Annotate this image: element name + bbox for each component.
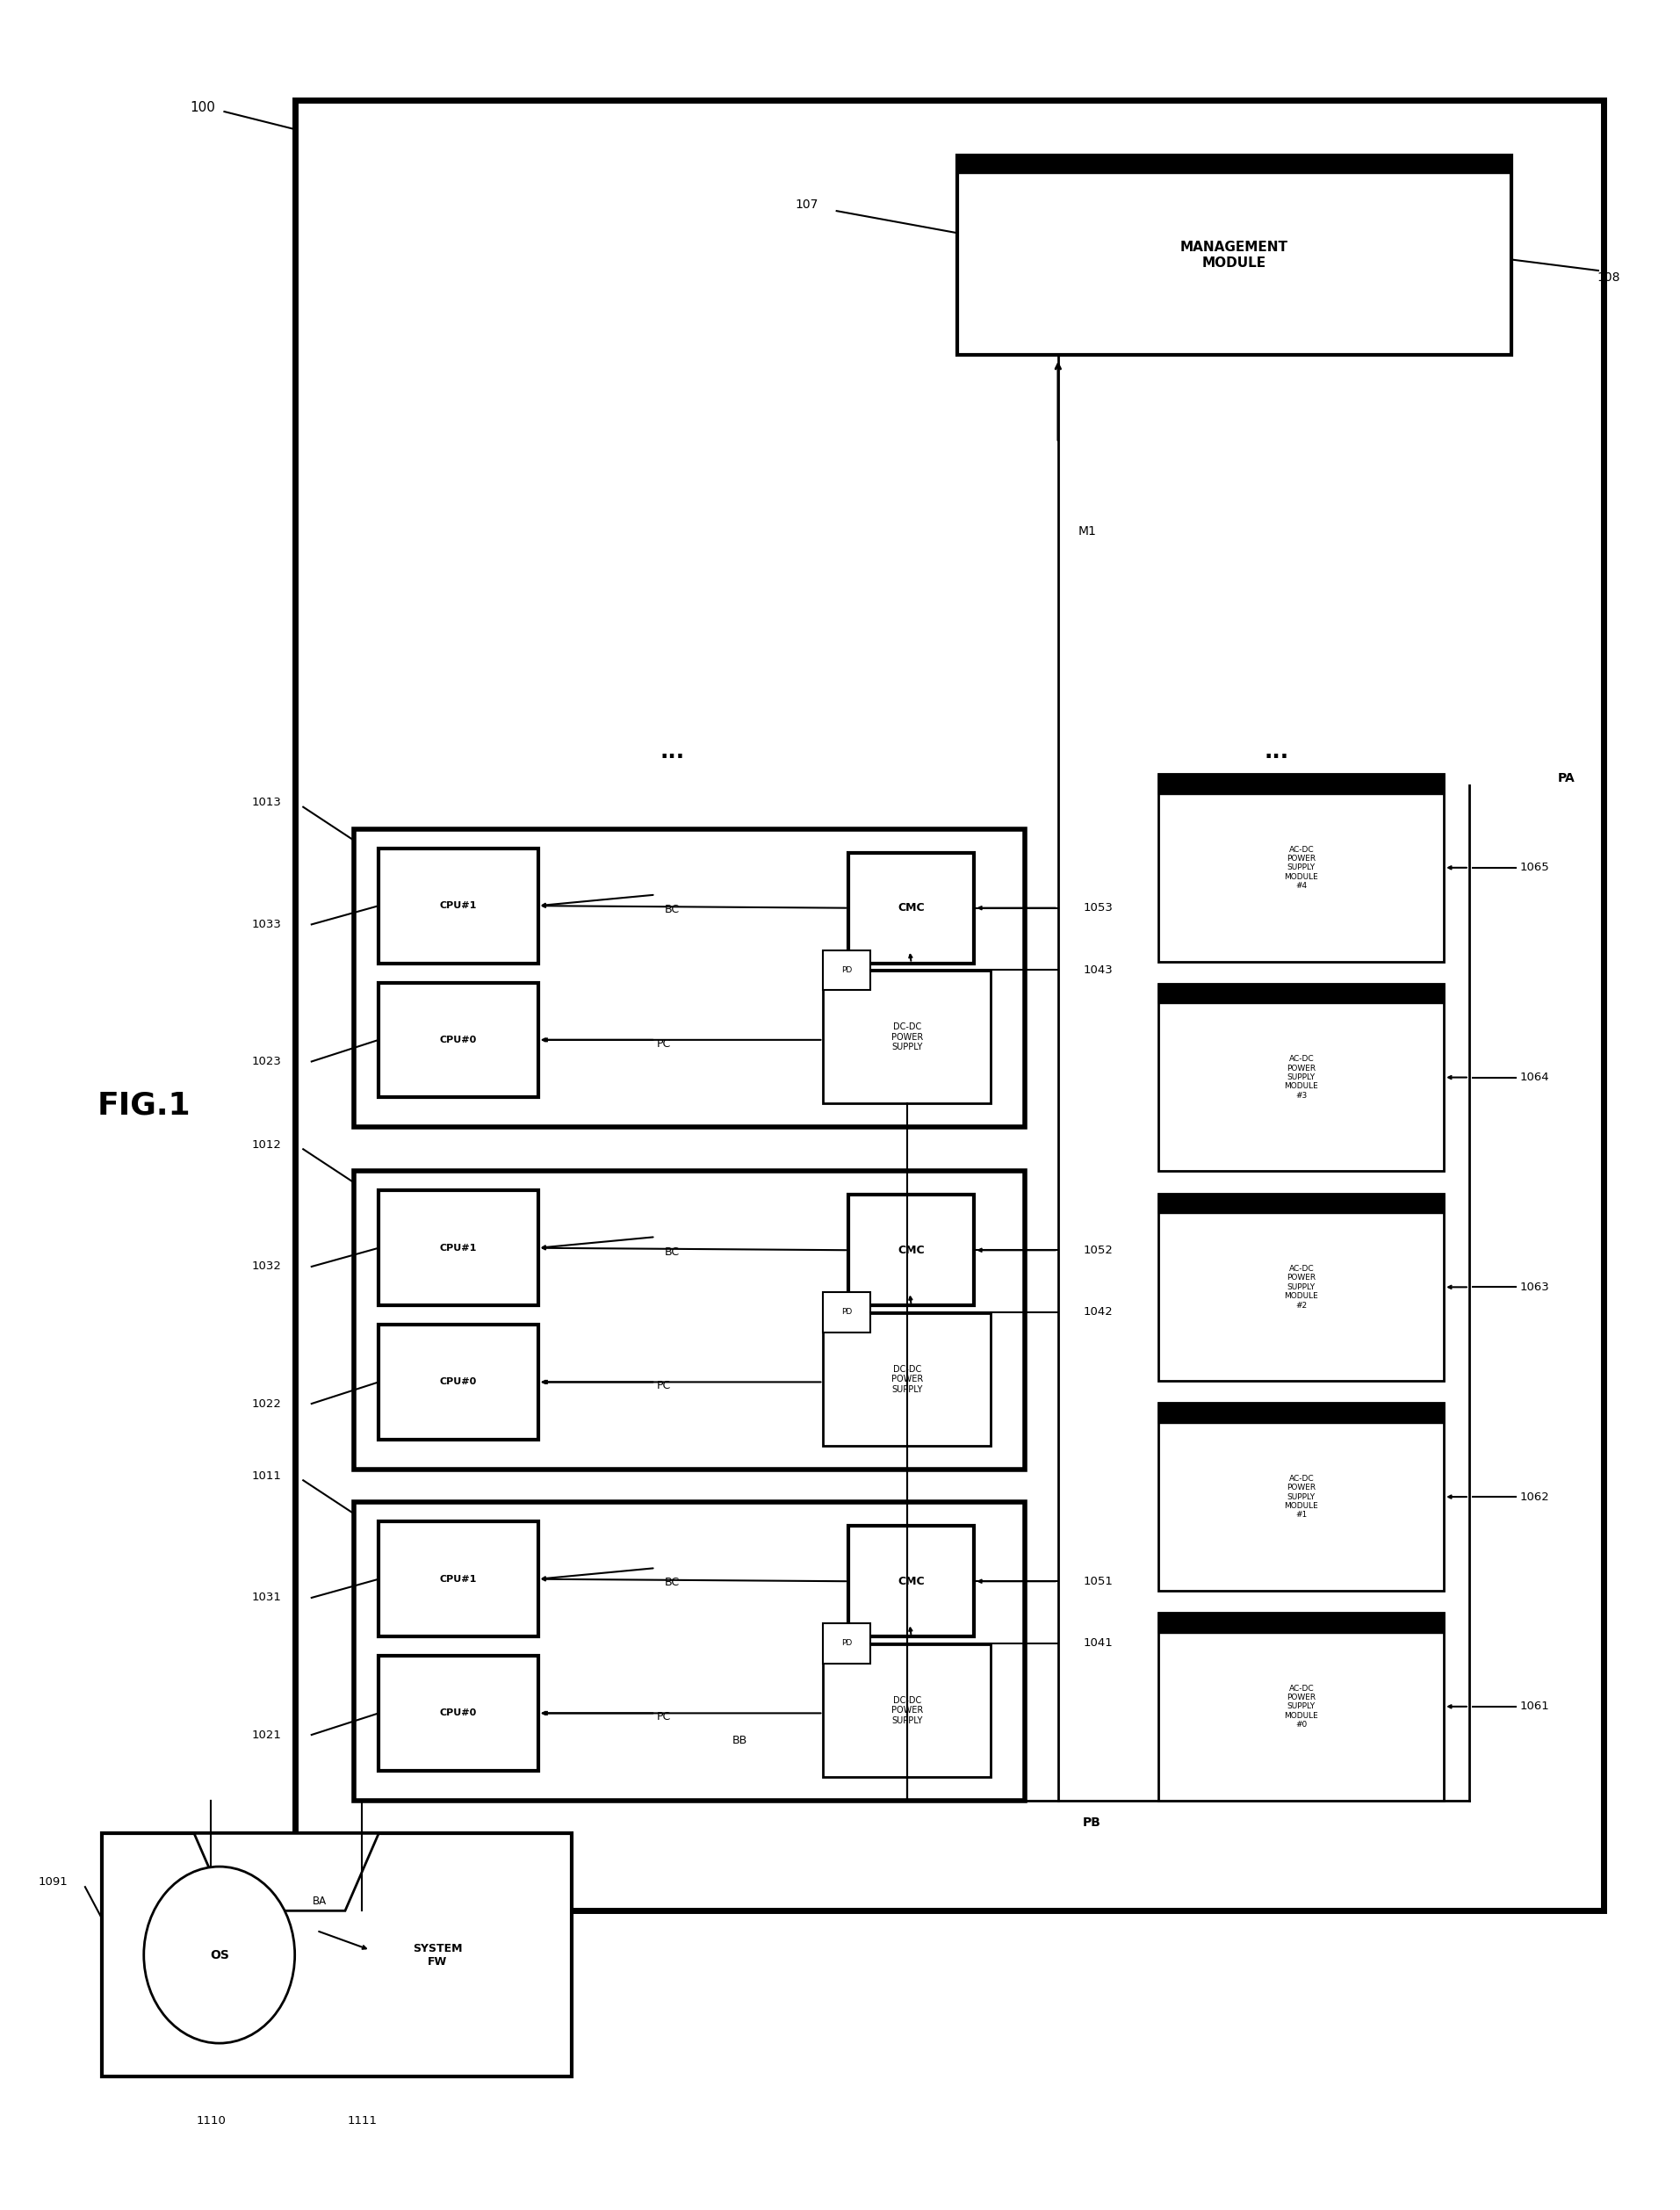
Text: 1031: 1031 <box>252 1591 281 1604</box>
Bar <box>378 849 538 964</box>
Text: 100: 100 <box>190 102 215 113</box>
Bar <box>294 102 1603 1912</box>
Text: AC-DC
POWER
SUPPLY
MODULE
#2: AC-DC POWER SUPPLY MODULE #2 <box>1284 1264 1319 1308</box>
Text: 1052: 1052 <box>1084 1244 1112 1255</box>
Text: 1022: 1022 <box>252 1399 281 1410</box>
Bar <box>1159 1193 1443 1381</box>
Text: BC: BC <box>665 1246 680 1257</box>
Text: M1: M1 <box>1079 526 1097 537</box>
Bar <box>1159 1403 1443 1591</box>
Bar <box>353 1171 1025 1470</box>
Text: 1051: 1051 <box>1084 1576 1112 1587</box>
Text: 1061: 1061 <box>1519 1702 1549 1713</box>
Text: BC: BC <box>665 904 680 915</box>
Text: 1012: 1012 <box>252 1138 281 1151</box>
Bar <box>1159 773 1443 961</box>
Text: PB: PB <box>1082 1817 1100 1828</box>
Text: 1065: 1065 <box>1519 862 1549 873</box>
Text: PD: PD <box>842 1640 852 1646</box>
Text: 1021: 1021 <box>252 1728 281 1741</box>
Text: 1063: 1063 <box>1519 1282 1549 1293</box>
Bar <box>1159 1613 1443 1801</box>
Text: 1111: 1111 <box>348 2115 376 2126</box>
Text: AC-DC
POWER
SUPPLY
MODULE
#4: AC-DC POWER SUPPLY MODULE #4 <box>1284 846 1319 891</box>
Bar <box>848 1527 974 1635</box>
Text: BC: BC <box>665 1578 680 1589</box>
Bar <box>1159 773 1443 793</box>
Bar <box>378 1324 538 1439</box>
Text: ...: ... <box>660 740 684 762</box>
Text: 1043: 1043 <box>1084 964 1112 977</box>
Text: DC-DC
POWER
SUPPLY: DC-DC POWER SUPPLY <box>890 1023 922 1052</box>
Text: 1091: 1091 <box>39 1876 69 1887</box>
Text: PA: PA <box>1557 771 1576 785</box>
Polygon shape <box>195 1834 378 1912</box>
Text: AC-DC
POWER
SUPPLY
MODULE
#1: AC-DC POWER SUPPLY MODULE #1 <box>1284 1474 1319 1518</box>
Text: 1064: 1064 <box>1519 1072 1549 1083</box>
Bar <box>823 1313 991 1445</box>
Bar <box>823 1644 991 1777</box>
Bar <box>1159 1613 1443 1633</box>
Text: DC-DC
POWER
SUPPLY: DC-DC POWER SUPPLY <box>890 1364 922 1395</box>
Text: CPU#1: CPU#1 <box>440 1244 477 1253</box>
Bar <box>1159 1403 1443 1423</box>
Text: PD: PD <box>842 966 852 975</box>
Text: 1033: 1033 <box>252 919 281 930</box>
Text: 1013: 1013 <box>252 798 281 809</box>
Text: AC-DC
POWER
SUPPLY
MODULE
#0: AC-DC POWER SUPPLY MODULE #0 <box>1284 1684 1319 1728</box>
Bar <box>1159 1193 1443 1213</box>
Text: MANAGEMENT
MODULE: MANAGEMENT MODULE <box>1181 241 1289 270</box>
Bar <box>1159 983 1443 1171</box>
Text: PC: PC <box>657 1711 670 1722</box>
Bar <box>378 983 538 1098</box>
Bar <box>958 155 1510 354</box>
Text: 1023: 1023 <box>252 1056 281 1067</box>
Text: AC-DC
POWER
SUPPLY
MODULE
#3: AC-DC POWER SUPPLY MODULE #3 <box>1284 1054 1319 1101</box>
Text: OS: OS <box>210 1949 228 1960</box>
Bar <box>823 1293 870 1333</box>
Text: 108: 108 <box>1596 272 1620 283</box>
Text: SYSTEM
FW: SYSTEM FW <box>413 1943 462 1967</box>
Text: 1011: 1011 <box>252 1470 281 1481</box>
Text: 1042: 1042 <box>1084 1306 1112 1317</box>
Text: PC: PC <box>657 1039 670 1050</box>
Text: CMC: CMC <box>897 1576 924 1587</box>
Bar <box>848 1196 974 1306</box>
Ellipse shape <box>144 1867 294 2044</box>
Text: 1041: 1041 <box>1084 1638 1112 1649</box>
Text: CMC: CMC <box>897 902 924 913</box>
Text: FIG.1: FIG.1 <box>97 1090 190 1120</box>
Bar <box>958 155 1510 172</box>
Bar <box>378 1191 538 1306</box>
Text: BA: BA <box>312 1896 328 1907</box>
Text: ...: ... <box>1263 740 1289 762</box>
Bar <box>848 853 974 964</box>
Text: CPU#0: CPU#0 <box>440 1708 477 1717</box>
Text: CPU#1: CPU#1 <box>440 902 477 911</box>
Bar <box>823 970 991 1103</box>
Text: 107: 107 <box>795 199 818 210</box>
Text: PD: PD <box>842 1308 852 1317</box>
Text: CPU#1: CPU#1 <box>440 1576 477 1585</box>
Bar <box>353 829 1025 1127</box>
Bar <box>823 1624 870 1664</box>
Bar <box>1159 983 1443 1003</box>
Text: PC: PC <box>657 1379 670 1392</box>
Text: CMC: CMC <box>897 1244 924 1255</box>
Text: 1032: 1032 <box>252 1262 281 1273</box>
Text: DC-DC
POWER
SUPPLY: DC-DC POWER SUPPLY <box>890 1695 922 1724</box>
Bar <box>378 1523 538 1635</box>
Text: 1110: 1110 <box>197 2115 225 2126</box>
Bar <box>378 1655 538 1770</box>
Text: CPU#0: CPU#0 <box>440 1377 477 1386</box>
Text: 1053: 1053 <box>1084 902 1112 913</box>
Bar <box>102 1834 571 2077</box>
Bar <box>353 1503 1025 1801</box>
Text: 1062: 1062 <box>1519 1492 1549 1503</box>
Bar <box>823 950 870 990</box>
Text: CPU#0: CPU#0 <box>440 1036 477 1045</box>
Text: BB: BB <box>732 1735 748 1746</box>
